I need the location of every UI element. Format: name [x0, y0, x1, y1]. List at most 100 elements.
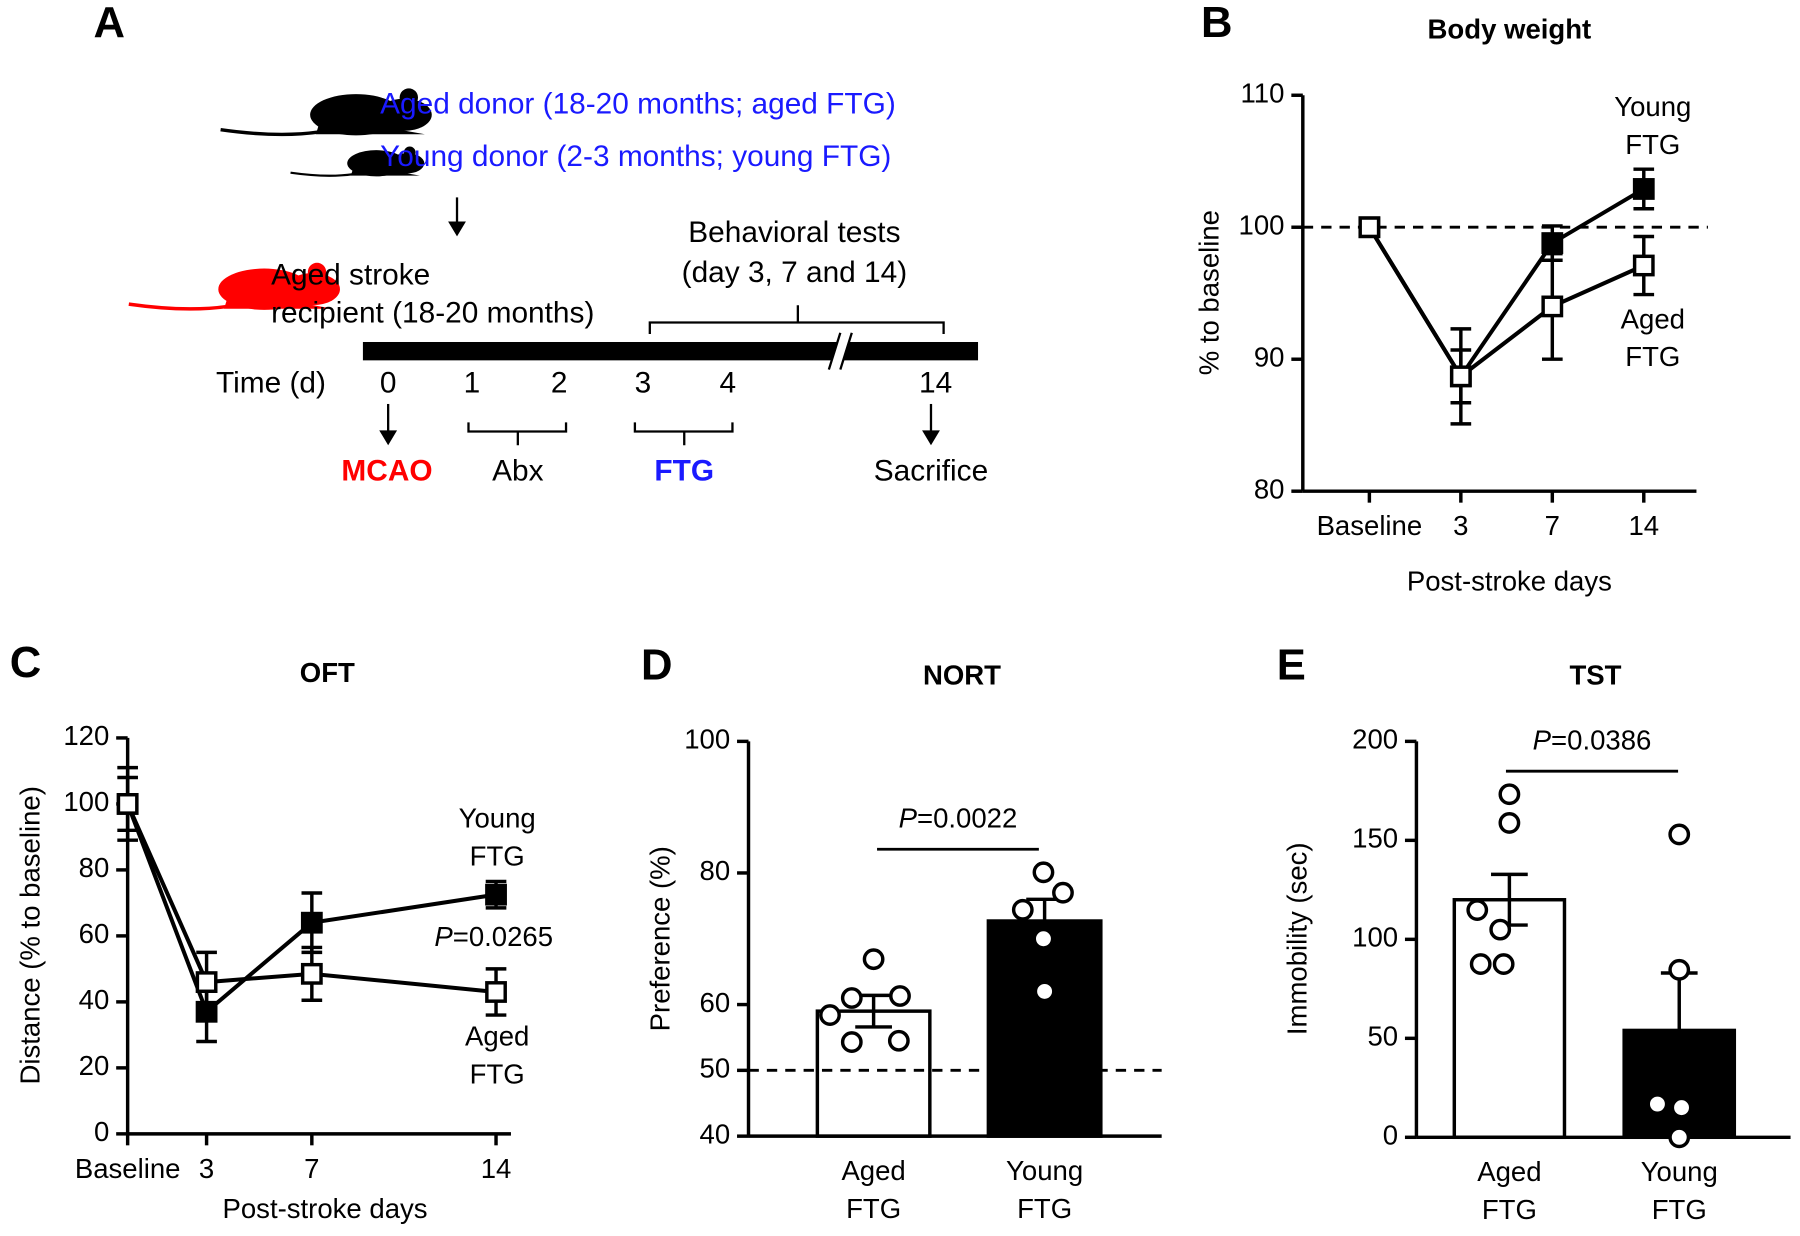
y-tick-label: 0: [1383, 1120, 1398, 1151]
data-point: [1052, 881, 1074, 904]
y-tick-label: 60: [79, 918, 110, 949]
y-tick-label: 0: [94, 1116, 109, 1147]
data-point: [1466, 899, 1489, 921]
data-point: [1489, 918, 1512, 941]
y-tick-label: 80: [1254, 473, 1285, 504]
brackets: [467, 305, 945, 446]
lines: [1367, 187, 1645, 381]
y-axis-label: Immobility (sec): [1282, 842, 1313, 1035]
x-tick-label: 7: [304, 1153, 319, 1184]
x-axis-label: Post-stroke days: [223, 1193, 428, 1224]
data-point: [1646, 1093, 1669, 1115]
event-label: Abx: [492, 455, 543, 488]
chart-title: OFT: [300, 657, 355, 688]
donor-label: Young donor (2-3 months; young FTG): [380, 140, 891, 173]
y-tick-label: 100: [684, 724, 730, 755]
marker: [1541, 295, 1564, 318]
series-line: [125, 803, 497, 1016]
timeline: [362, 341, 979, 361]
data-point: [889, 985, 911, 1007]
marker: [1449, 365, 1472, 388]
data-point: [1011, 898, 1034, 921]
marker: [300, 911, 323, 934]
marker: [1358, 216, 1381, 239]
marker: [1632, 254, 1655, 277]
marker: [195, 971, 218, 993]
x-tick-label: 14: [481, 1153, 512, 1184]
data-point: [1498, 812, 1521, 834]
data-point: [1032, 927, 1055, 950]
x-tick-label: Aged FTG: [1477, 1156, 1541, 1225]
day-label: 2: [551, 366, 568, 399]
y-tick-label: 50: [1367, 1021, 1398, 1052]
data-point: [1469, 953, 1492, 975]
chart-title: TST: [1569, 659, 1621, 690]
series-label: Aged FTG: [1621, 304, 1685, 373]
event-label: MCAO: [341, 455, 432, 488]
y-tick-label: 120: [63, 720, 109, 751]
p-value: P=0.0022: [899, 803, 1018, 834]
x-axis-label: Post-stroke days: [1407, 565, 1612, 596]
error-bars: [117, 765, 507, 1044]
markers: [116, 793, 507, 1023]
panel-letter: A: [94, 0, 126, 47]
data-point: [1668, 823, 1691, 846]
series-line: [1367, 226, 1645, 380]
day-label: 1: [464, 366, 481, 399]
tests-label: (day 3, 7 and 14): [682, 256, 908, 289]
y-tick-label: 50: [700, 1053, 731, 1084]
series-label: Young FTG: [459, 803, 536, 872]
x-tick-label: 3: [199, 1153, 214, 1184]
axis-break: [828, 332, 852, 370]
y-tick-label: 80: [79, 852, 110, 883]
marker: [300, 962, 323, 985]
panel-a: A Aged donor (18-20 months; aged FTG) Yo…: [94, 0, 989, 488]
p-value: P=0.0265: [434, 921, 553, 952]
p-symbol: P: [899, 803, 918, 834]
chart-title: NORT: [923, 659, 1001, 690]
p-symbol: P: [1533, 725, 1552, 756]
y-tick-label: 80: [700, 855, 731, 886]
x-tick-label: 3: [1453, 510, 1468, 541]
data-point: [1498, 783, 1521, 806]
y-tick-label: 100: [1239, 210, 1285, 241]
recipient-label: Aged stroke: [271, 258, 430, 291]
y-tick-label: 110: [1241, 78, 1285, 109]
p-number: =0.0265: [453, 921, 553, 952]
panel-letter: C: [10, 639, 41, 687]
data-point: [1033, 980, 1056, 1003]
series-label: Young FTG: [1614, 91, 1691, 160]
x-tick-label: Aged FTG: [841, 1155, 905, 1224]
event-label: FTG: [654, 455, 714, 488]
x-tick-label: 7: [1545, 510, 1560, 541]
y-tick-label: 60: [700, 987, 731, 1018]
tests-label: Behavioral tests: [688, 216, 900, 249]
axis-break: [827, 332, 853, 370]
y-tick-label: 20: [79, 1050, 110, 1081]
markers: [1358, 178, 1655, 388]
data-point: [1668, 1126, 1691, 1149]
recipient-label: recipient (18-20 months): [271, 296, 594, 329]
data-point: [1670, 1096, 1693, 1119]
y-axis-label: Preference (%): [645, 846, 676, 1031]
marker: [1632, 178, 1655, 200]
x-tick-label: 14: [1628, 510, 1659, 541]
chart-title: Body weight: [1428, 13, 1592, 44]
marker: [1541, 232, 1564, 254]
data-point: [862, 948, 885, 971]
lines: [125, 803, 497, 1016]
y-tick-label: 90: [1254, 341, 1285, 372]
x-tick-label: Young FTG: [1641, 1156, 1718, 1225]
event-label: Sacrifice: [874, 455, 988, 488]
data-point: [1668, 958, 1691, 981]
y-tick-label: 150: [1352, 823, 1398, 854]
y-tick-label: 40: [79, 984, 110, 1015]
panel-letter: D: [641, 641, 673, 689]
data-point: [887, 1029, 910, 1052]
data-point: [1032, 861, 1055, 884]
day-label: 4: [720, 366, 737, 399]
y-axis-label: Distance (% to baseline): [15, 786, 46, 1084]
x-tick-label: Young FTG: [1006, 1155, 1083, 1224]
